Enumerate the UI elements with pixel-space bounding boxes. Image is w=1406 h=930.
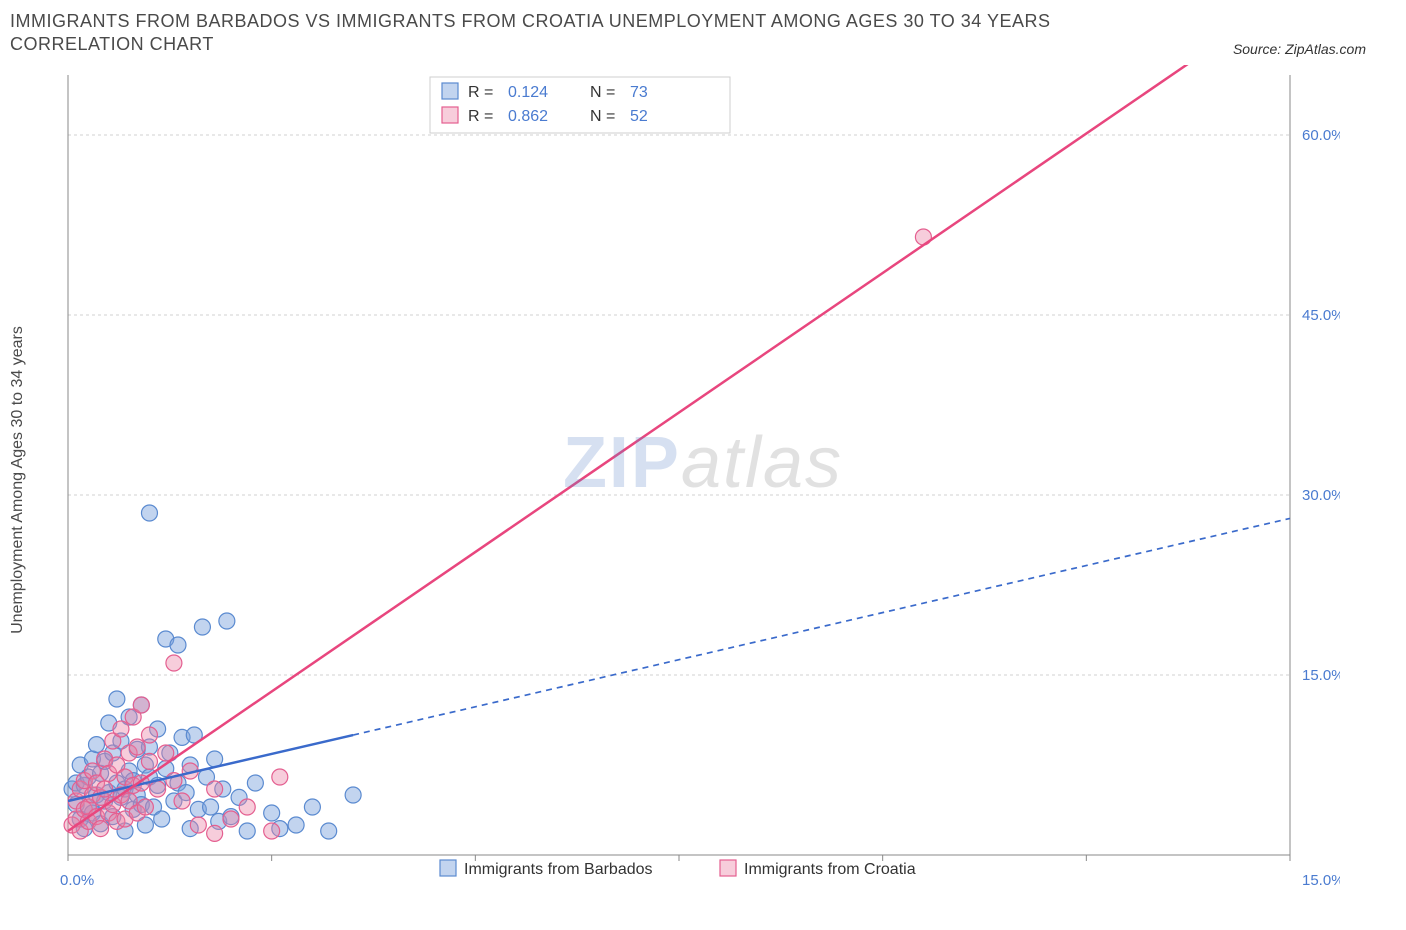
svg-text:0.862: 0.862 — [508, 108, 548, 125]
svg-text:30.0%: 30.0% — [1302, 487, 1340, 504]
svg-text:R =: R = — [468, 84, 493, 101]
svg-text:0.0%: 0.0% — [60, 872, 94, 889]
chart-container: IMMIGRANTS FROM BARBADOS VS IMMIGRANTS F… — [10, 10, 1396, 895]
y-axis-label: Unemployment Among Ages 30 to 34 years — [9, 326, 27, 634]
svg-text:N =: N = — [590, 84, 615, 101]
chart-area: Unemployment Among Ages 30 to 34 years 1… — [10, 65, 1396, 895]
scatter-chart-svg: 15.0% 30.0% 45.0% 60.0% 0.0% 15.0% R = 0.124 N =… — [10, 65, 1340, 895]
svg-text:R =: R = — [468, 108, 493, 125]
svg-text:15.0%: 15.0% — [1302, 667, 1340, 684]
svg-text:15.0%: 15.0% — [1302, 872, 1340, 889]
title-row: IMMIGRANTS FROM BARBADOS VS IMMIGRANTS F… — [10, 10, 1396, 57]
svg-text:N =: N = — [590, 108, 615, 125]
svg-text:52: 52 — [630, 108, 648, 125]
source-label: Source: ZipAtlas.com — [1233, 41, 1366, 57]
svg-text:Immigrants from Barbados: Immigrants from Barbados — [464, 861, 653, 878]
svg-text:73: 73 — [630, 84, 648, 101]
svg-text:Immigrants from Croatia: Immigrants from Croatia — [744, 861, 916, 878]
svg-text:0.124: 0.124 — [508, 84, 548, 101]
chart-title: IMMIGRANTS FROM BARBADOS VS IMMIGRANTS F… — [10, 10, 1150, 57]
svg-text:45.0%: 45.0% — [1302, 307, 1340, 324]
svg-text:60.0%: 60.0% — [1302, 127, 1340, 144]
